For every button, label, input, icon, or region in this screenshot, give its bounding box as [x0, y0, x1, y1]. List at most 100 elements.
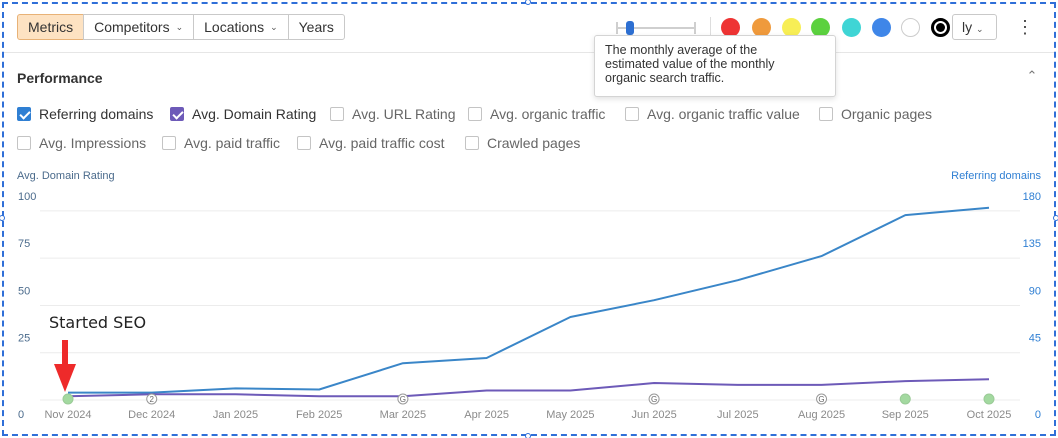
tooltip-line: The monthly average of the: [605, 43, 758, 57]
color-swatch-cyan[interactable]: [842, 18, 861, 37]
resize-handle-right[interactable]: [1053, 215, 1058, 221]
checkbox[interactable]: [297, 136, 311, 150]
event-marker: [899, 393, 911, 405]
resize-handle-top[interactable]: [525, 0, 531, 5]
series-line-avg-domain-rating: [67, 378, 990, 398]
color-swatch-red[interactable]: [721, 18, 740, 37]
y-tick-right: 135: [1023, 238, 1041, 250]
tab-years[interactable]: Years: [287, 14, 345, 40]
metric-label: Crawled pages: [487, 135, 581, 151]
color-swatch-green[interactable]: [811, 18, 830, 37]
annotation-text: Started SEO: [49, 313, 146, 332]
series-line-referring-domains: [68, 206, 990, 394]
tab-label: Locations: [204, 19, 265, 35]
x-tick-label: Sep 2025: [882, 409, 929, 421]
metric-avg-paid-traffic[interactable]: Avg. paid traffic: [162, 134, 280, 152]
x-tick-label: Aug 2025: [798, 409, 845, 421]
color-swatch-black[interactable]: [931, 18, 950, 37]
slider-track: [618, 27, 696, 29]
section-title: Performance: [17, 70, 103, 86]
chevron-down-icon: ⌄: [175, 22, 184, 32]
color-swatch-blue[interactable]: [872, 18, 891, 37]
color-swatch-yellow[interactable]: [782, 18, 801, 37]
annotation-arrow-shaft: [62, 340, 68, 366]
y-axis-left-label: Avg. Domain Rating: [17, 170, 115, 182]
metric-organic-pages[interactable]: Organic pages: [819, 105, 932, 123]
slider-tick: [616, 22, 618, 34]
metric-referring-domains[interactable]: Referring domains: [17, 105, 153, 123]
checkbox[interactable]: [330, 107, 344, 121]
tab-label: Years: [298, 19, 334, 35]
metric-label: Referring domains: [39, 106, 154, 122]
event-marker: [397, 393, 409, 405]
x-tick-label: Nov 2024: [44, 409, 91, 421]
toolbar: Metrics Competitors ⌄ Locations ⌄ Years: [17, 14, 345, 40]
y-tick-right: 45: [1029, 333, 1041, 345]
metric-avg-domain-rating[interactable]: Avg. Domain Rating: [170, 105, 316, 123]
metric-crawled-pages[interactable]: Crawled pages: [465, 134, 580, 152]
header-divider: [4, 52, 1054, 53]
metric-label: Avg. URL Rating: [352, 106, 456, 122]
metric-label: Organic pages: [841, 106, 933, 122]
chevron-down-icon: ⌄: [270, 22, 278, 32]
y-tick-left: 50: [18, 285, 30, 297]
color-swatch-white[interactable]: [901, 18, 920, 37]
metric-tooltip: The monthly average of the estimated val…: [594, 35, 836, 97]
event-marker-label: G: [400, 395, 406, 404]
tab-competitors[interactable]: Competitors ⌄: [83, 14, 195, 40]
metric-label: Avg. paid traffic: [184, 135, 280, 151]
tab-label: Competitors: [94, 19, 170, 35]
metric-label: Avg. organic traffic: [490, 106, 606, 122]
checkbox[interactable]: [465, 136, 479, 150]
metric-label: Avg. Impressions: [39, 135, 147, 151]
metric-avg-paid-traffic-cost[interactable]: Avg. paid traffic cost: [297, 134, 445, 152]
y-tick-left: 100: [18, 191, 36, 203]
metric-avg-url-rating[interactable]: Avg. URL Rating: [330, 105, 456, 123]
slider-thumb[interactable]: [626, 21, 634, 35]
metric-label: Avg. paid traffic cost: [319, 135, 445, 151]
y-tick-left: 25: [18, 333, 30, 345]
tooltip-line: organic search traffic.: [605, 71, 725, 85]
checkbox[interactable]: [162, 136, 176, 150]
metric-avg-organic-traffic-value[interactable]: Avg. organic traffic value: [625, 105, 800, 123]
x-tick-label: Apr 2025: [464, 409, 509, 421]
period-label: ly: [962, 19, 973, 35]
event-marker: [146, 393, 158, 405]
checkbox-checked[interactable]: [17, 107, 31, 121]
y-tick-left: 75: [18, 238, 30, 250]
event-marker-label: G: [651, 395, 657, 404]
event-marker: [62, 393, 74, 405]
checkbox[interactable]: [625, 107, 639, 121]
x-tick-label: Jun 2025: [631, 409, 676, 421]
checkbox[interactable]: [819, 107, 833, 121]
metric-avg-organic-traffic[interactable]: Avg. organic traffic: [468, 105, 605, 123]
tab-locations[interactable]: Locations ⌄: [193, 14, 289, 40]
resize-handle-left[interactable]: [0, 215, 5, 221]
annotation-arrow-head: [54, 364, 76, 392]
collapse-chevron-icon[interactable]: ⌃: [1026, 68, 1038, 83]
event-marker: [648, 393, 660, 405]
checkbox[interactable]: [468, 107, 482, 121]
chevron-down-icon: ⌄: [976, 24, 984, 34]
event-marker: [816, 393, 828, 405]
slider-tick: [694, 22, 696, 34]
tab-label: Metrics: [28, 19, 74, 35]
checkbox[interactable]: [17, 136, 31, 150]
line-width-slider[interactable]: [616, 18, 698, 38]
x-tick-label: Jan 2025: [213, 409, 258, 421]
tooltip-line: estimated value of the monthly: [605, 57, 775, 71]
metric-avg-impressions[interactable]: Avg. Impressions: [17, 134, 146, 152]
event-marker-label: G: [818, 395, 824, 404]
color-swatch-orange[interactable]: [752, 18, 771, 37]
period-dropdown[interactable]: ly ⌄: [952, 14, 997, 40]
metric-label: Avg. organic traffic value: [647, 106, 800, 122]
y-tick-right: 90: [1029, 285, 1041, 297]
event-marker-label: 2: [150, 395, 155, 404]
y-tick-right: 180: [1023, 191, 1041, 203]
event-marker: [983, 393, 995, 405]
checkbox-checked[interactable]: [170, 107, 184, 121]
resize-handle-bottom[interactable]: [525, 433, 531, 438]
y-tick-right: 0: [1035, 409, 1041, 421]
x-tick-label: Jul 2025: [717, 409, 759, 421]
x-tick-label: Oct 2025: [967, 409, 1012, 421]
